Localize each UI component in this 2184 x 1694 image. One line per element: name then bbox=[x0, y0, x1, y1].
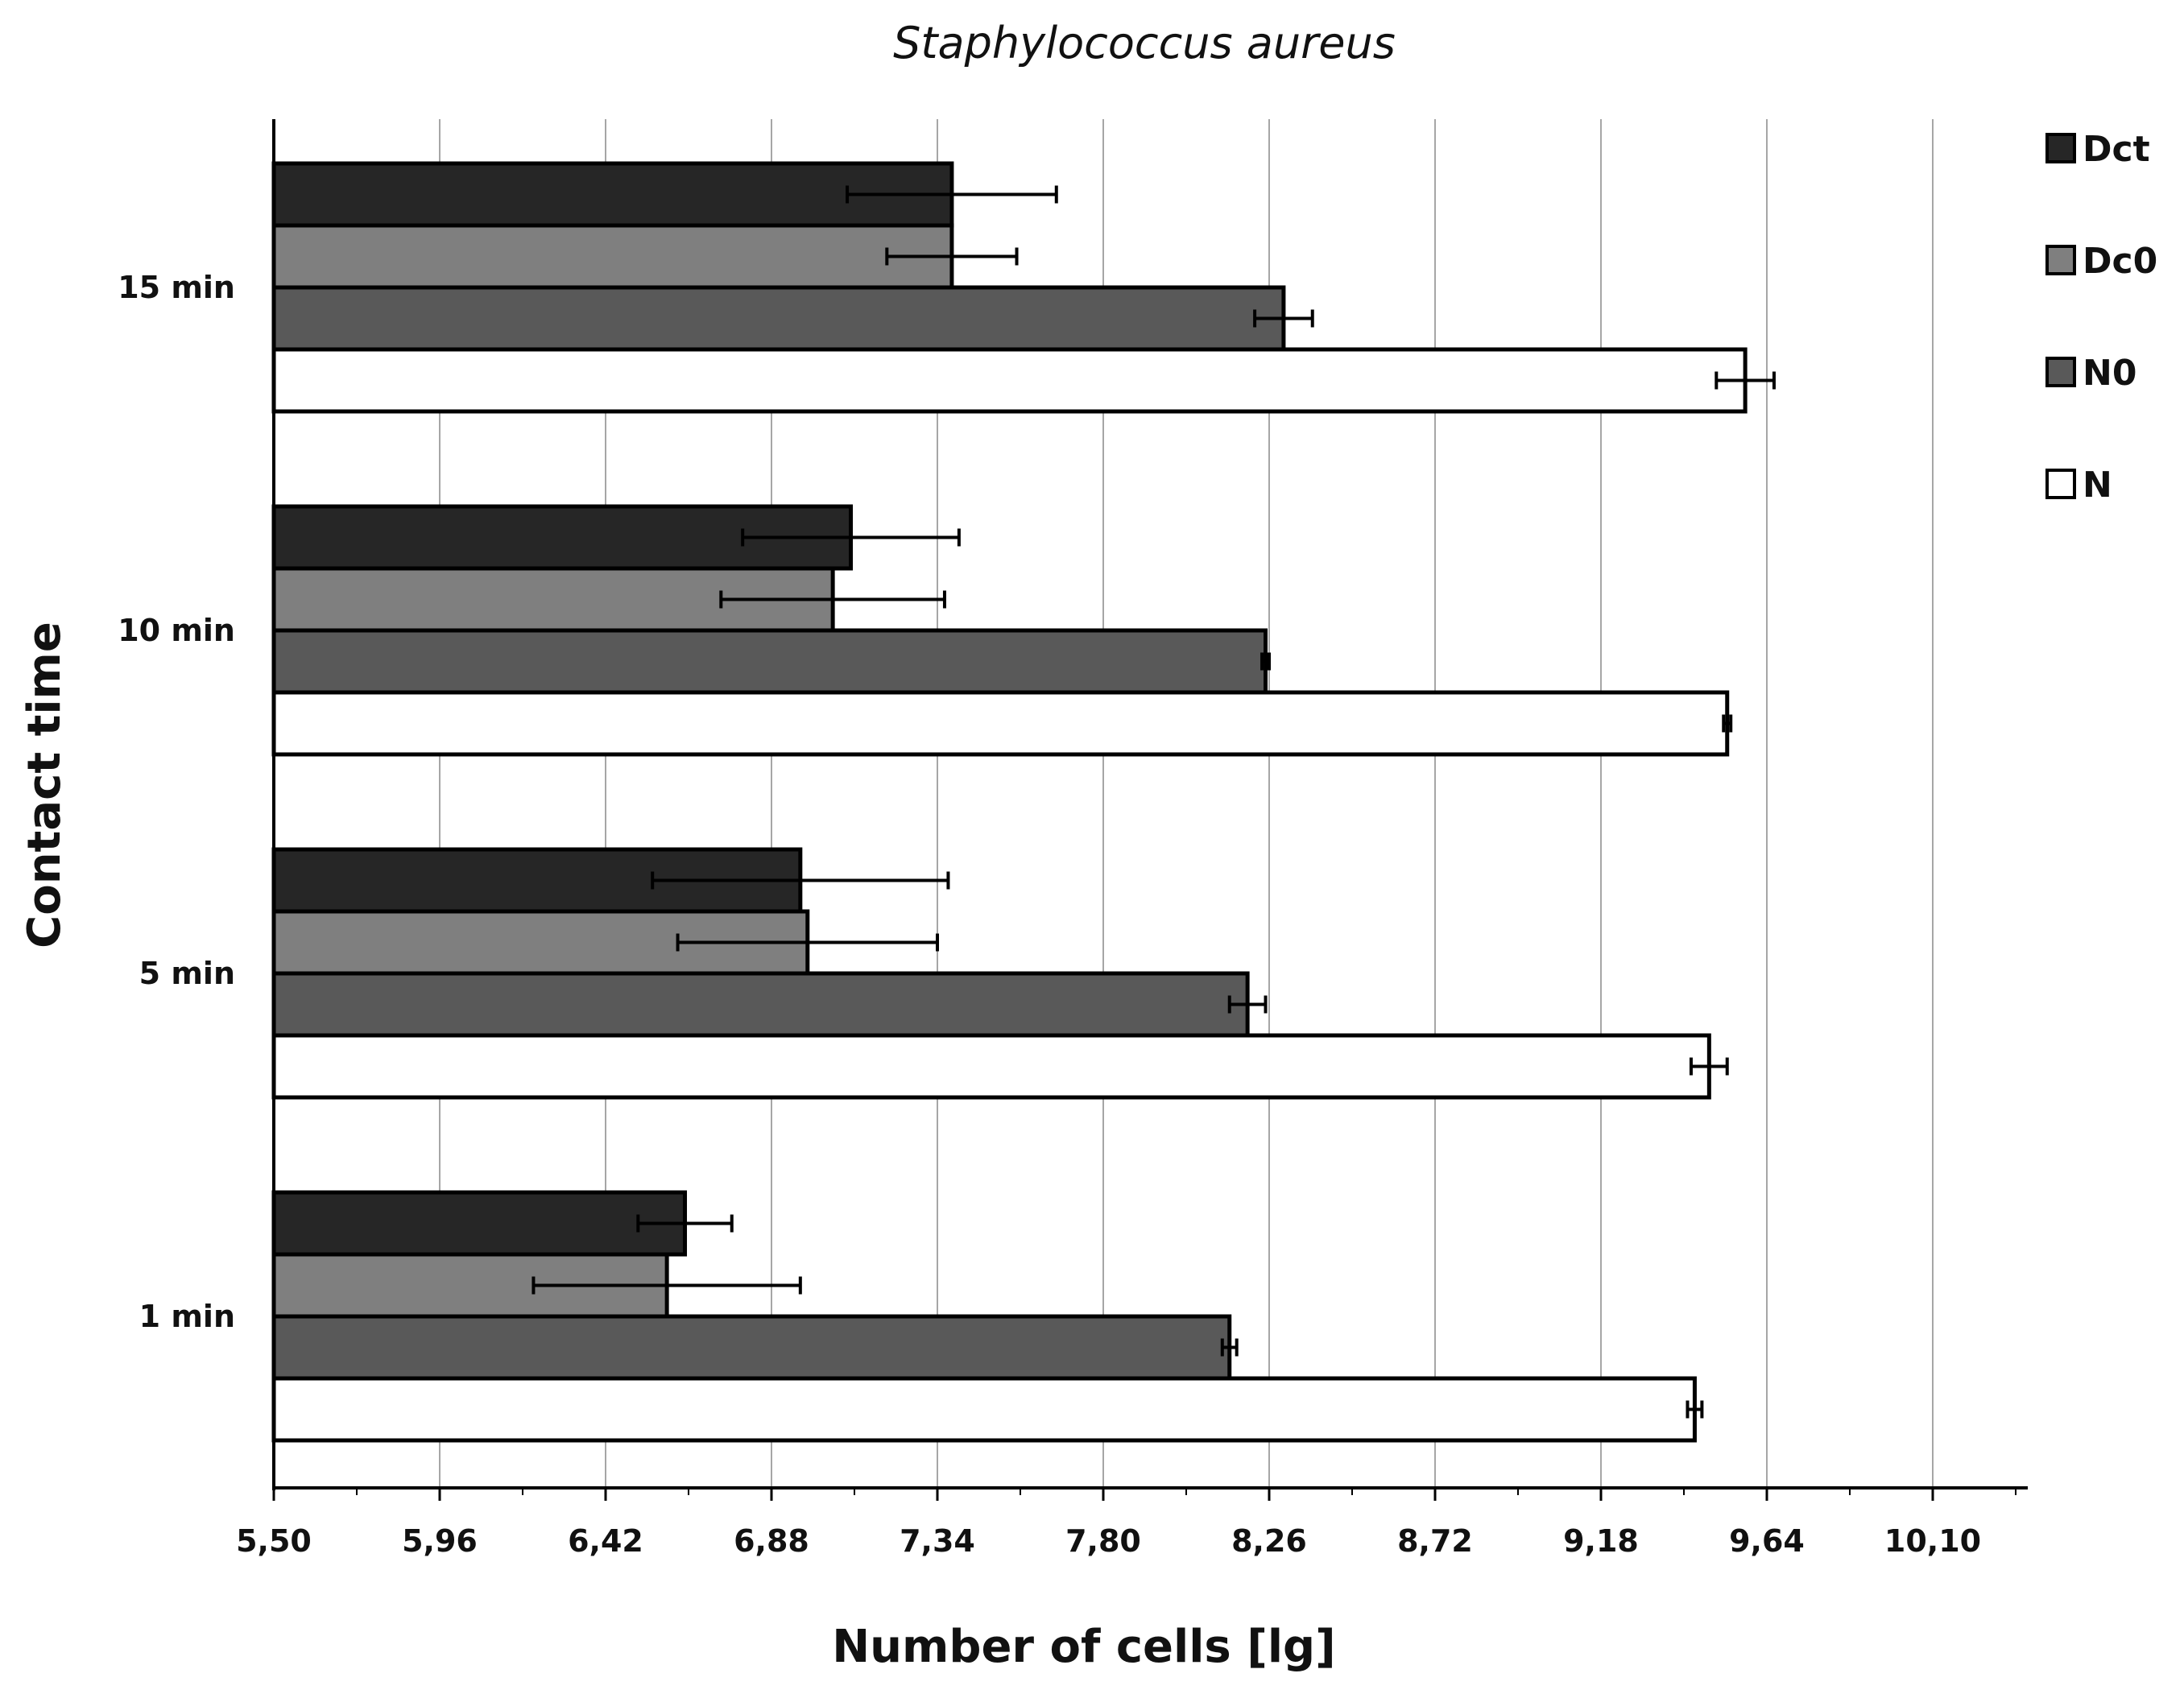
bar-n0-0 bbox=[271, 1314, 1232, 1381]
x-tick-label: 5,50 bbox=[236, 1523, 312, 1559]
x-tick-label: 7,34 bbox=[900, 1523, 975, 1559]
legend-label-dc0: Dc0 bbox=[2083, 241, 2157, 282]
bar-n0-3 bbox=[271, 285, 1286, 352]
y-axis-title: Contact time bbox=[19, 622, 71, 948]
x-tick-label: 5,96 bbox=[402, 1523, 478, 1559]
legend-swatch-dc0 bbox=[2045, 245, 2076, 275]
category-label: 10 min bbox=[118, 613, 235, 648]
x-tick-label: 8,72 bbox=[1397, 1523, 1473, 1559]
x-tick-labels: 5,50 5,96 6,42 6,88 7,34 7,80 8,26 8,72 9,18 9,64… bbox=[236, 1523, 1981, 1559]
bar-n0-2 bbox=[271, 628, 1268, 695]
legend-label-dct: Dct bbox=[2083, 129, 2150, 170]
x-tick-label: 10,10 bbox=[1884, 1523, 1981, 1559]
axes bbox=[272, 119, 2028, 1501]
category-label: 5 min bbox=[139, 956, 235, 991]
bar-dc0-3 bbox=[271, 223, 954, 290]
legend-swatch-dct bbox=[2045, 133, 2076, 163]
bar-n-2 bbox=[271, 690, 1730, 757]
x-tick-label: 8,26 bbox=[1231, 1523, 1307, 1559]
x-tick-label: 6,42 bbox=[568, 1523, 643, 1559]
chart-title: Staphylococcus aureus bbox=[893, 18, 1396, 68]
error-bars bbox=[532, 185, 1776, 1419]
bar-n-1 bbox=[271, 1033, 1711, 1100]
bar-n-3 bbox=[271, 347, 1748, 414]
x-tick-label: 9,64 bbox=[1729, 1523, 1805, 1559]
legend-label-n0: N0 bbox=[2083, 353, 2136, 394]
bars bbox=[271, 161, 1748, 1443]
legend: Dct Dc0 N0 N bbox=[2045, 129, 2157, 506]
x-tick-label: 6,88 bbox=[734, 1523, 809, 1559]
category-labels: 1 min 5 min 10 min 15 min bbox=[118, 270, 235, 1334]
category-label: 1 min bbox=[139, 1299, 235, 1334]
legend-label-n: N bbox=[2083, 465, 2112, 506]
legend-swatch-n bbox=[2045, 469, 2076, 499]
bar-dct-0 bbox=[271, 1190, 688, 1257]
legend-swatch-n0 bbox=[2045, 357, 2076, 387]
x-tick-label: 7,80 bbox=[1065, 1523, 1141, 1559]
bar-n0-1 bbox=[271, 971, 1250, 1038]
x-axis-title: Number of cells [lg] bbox=[832, 1621, 1335, 1673]
bar-n-0 bbox=[271, 1376, 1697, 1443]
x-tick-label: 9,18 bbox=[1563, 1523, 1639, 1559]
category-label: 15 min bbox=[118, 270, 235, 305]
